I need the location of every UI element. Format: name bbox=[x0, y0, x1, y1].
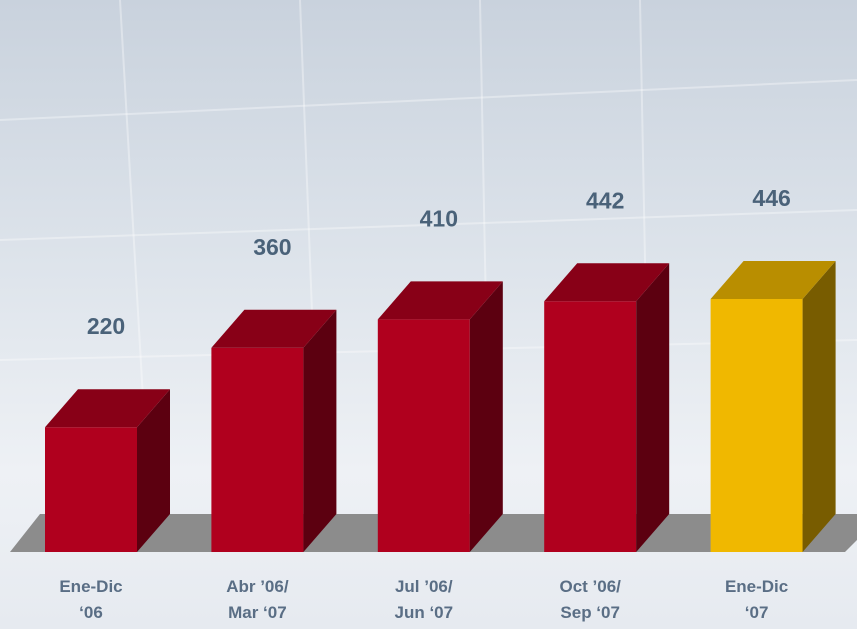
bar-front bbox=[710, 299, 803, 552]
bar-top bbox=[211, 309, 337, 348]
bar bbox=[710, 261, 836, 552]
bar-side bbox=[636, 263, 670, 552]
bar-side bbox=[469, 281, 503, 552]
bar bbox=[377, 281, 503, 552]
bar-side bbox=[137, 389, 170, 552]
bar-front bbox=[544, 301, 637, 552]
x-tick-label: Oct ’06/ Sep ‘07 bbox=[559, 577, 621, 622]
bar-front bbox=[211, 347, 304, 552]
bar-top bbox=[377, 281, 503, 320]
bar-top bbox=[544, 263, 670, 302]
bar bbox=[211, 309, 337, 552]
bar-side bbox=[303, 309, 337, 552]
x-tick-label: Jul ’06/ Jun ‘07 bbox=[394, 577, 454, 622]
x-tick-label: Ene-Dic ‘06 bbox=[59, 577, 123, 622]
bar-side bbox=[802, 261, 836, 552]
value-label: 360 bbox=[253, 234, 291, 260]
x-tick-label: Abr ’06/ Mar ‘07 bbox=[226, 577, 289, 622]
bar bbox=[544, 263, 670, 552]
bar bbox=[45, 389, 170, 552]
bar-top bbox=[45, 389, 170, 428]
bar-front bbox=[45, 427, 137, 552]
bar-front bbox=[377, 319, 470, 552]
value-label: 410 bbox=[420, 205, 458, 231]
value-label: 442 bbox=[586, 187, 624, 213]
x-tick-label: Ene-Dic ‘07 bbox=[724, 577, 789, 622]
value-label: 220 bbox=[87, 313, 125, 339]
bar-top bbox=[710, 261, 836, 299]
value-label: 446 bbox=[752, 185, 790, 211]
